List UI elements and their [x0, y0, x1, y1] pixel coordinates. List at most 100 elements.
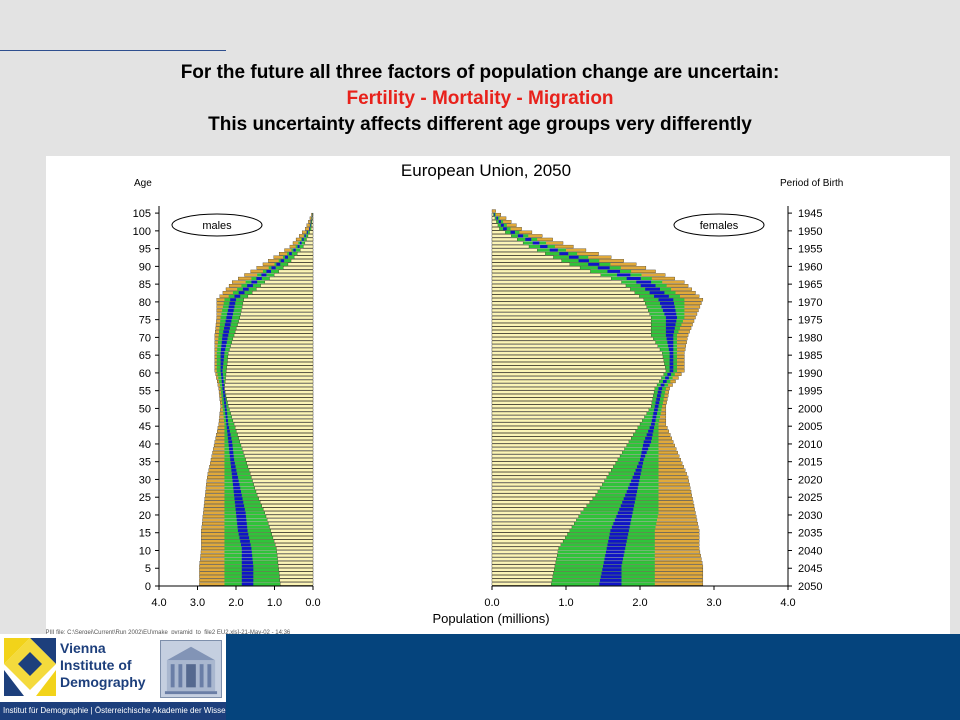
female-bar-core: [491, 415, 645, 419]
male-bar-core: [300, 248, 314, 252]
male-bar-median: [241, 561, 253, 565]
female-bar-core: [491, 308, 649, 313]
male-bar-core: [242, 447, 314, 451]
male-bar-median: [220, 369, 223, 373]
male-bar-median: [251, 280, 258, 284]
logo-mark-icon: [4, 638, 56, 696]
male-bar-core: [290, 259, 314, 263]
male-bar-inner: [309, 223, 312, 227]
male-bar-median: [225, 411, 228, 415]
female-bar-median: [651, 419, 656, 423]
female-bar-core: [491, 571, 554, 575]
female-bar-core: [491, 248, 538, 252]
female-bar-median: [605, 550, 625, 554]
female-bar-median: [626, 277, 641, 280]
female-bar-core: [491, 287, 631, 291]
male-x-tick-label: 3.0: [190, 597, 205, 609]
slide-title: For the future all three factors of popu…: [0, 60, 960, 138]
male-bar-median: [224, 326, 230, 330]
female-bar-median: [662, 308, 676, 312]
female-bar-median: [616, 514, 632, 518]
female-bar-inner: [644, 415, 660, 419]
female-bar-median: [503, 227, 507, 231]
footer-bar: Vienna Institute of Demography Institut …: [0, 634, 960, 720]
female-bar-core: [491, 379, 660, 384]
female-bar-median: [608, 536, 628, 540]
male-bar-core: [225, 372, 314, 376]
female-bar-core: [491, 386, 655, 391]
male-bar-median: [239, 536, 250, 540]
male-bar-core: [272, 536, 314, 540]
female-bar-inner: [653, 337, 677, 341]
female-bar-median: [603, 564, 622, 568]
male-bar-core: [242, 301, 314, 305]
female-bar-median: [642, 443, 650, 447]
male-bar-core: [239, 440, 314, 444]
female-bar-core: [491, 557, 557, 561]
male-x-tick-label: 1.0: [267, 597, 282, 609]
male-bar-inner: [224, 443, 242, 447]
male-bar-median: [227, 312, 233, 316]
age-tick-label: 60: [139, 368, 151, 380]
male-bar-core: [247, 465, 314, 469]
male-bar-median: [227, 436, 232, 440]
female-bar-median: [640, 284, 656, 288]
male-bar-median: [228, 443, 233, 447]
logo-text: Vienna Institute of Demography: [60, 640, 160, 691]
birth-tick-label: 1990: [798, 368, 822, 380]
chart-panel: European Union, 2050 Age Period of Birth 10…: [10, 156, 950, 636]
male-bar-median: [304, 234, 306, 238]
female-bar-median: [638, 461, 643, 465]
male-bar-median: [241, 554, 253, 557]
male-bar-core: [277, 553, 314, 558]
female-bar-inner: [659, 348, 677, 352]
age-tick-label: 30: [139, 474, 151, 486]
male-bar-core: [273, 539, 314, 543]
male-bar-core: [306, 237, 314, 242]
female-bar-median: [613, 522, 631, 526]
female-bar-core: [491, 323, 652, 327]
male-bar-core: [226, 397, 314, 401]
male-bar-median: [237, 529, 248, 533]
male-bar-median: [233, 486, 241, 490]
female-bar-inner: [626, 443, 659, 447]
female-bar-median: [658, 298, 674, 302]
male-bar-median: [220, 362, 224, 366]
male-bar-core: [243, 450, 314, 455]
males-label: males: [202, 220, 232, 232]
age-tick-label: 85: [139, 279, 151, 291]
female-bar-core: [491, 568, 555, 572]
female-bar-core: [491, 461, 616, 465]
male-bar-median: [231, 468, 237, 472]
male-bar-core: [232, 418, 314, 423]
female-bar-core: [491, 472, 610, 476]
male-bar-core: [269, 276, 314, 281]
male-bar-core: [236, 429, 314, 433]
male-bar-median: [222, 337, 228, 341]
female-bar-median: [540, 245, 548, 249]
female-bar-median: [669, 369, 674, 373]
male-bar-core: [225, 376, 314, 380]
male-bar-core: [226, 365, 314, 369]
male-bar-median: [224, 401, 226, 405]
male-bar-median: [237, 522, 247, 526]
male-bar-core: [247, 294, 314, 298]
female-bar-median: [632, 475, 640, 479]
header-rule: [0, 50, 226, 51]
male-bar-inner: [224, 433, 238, 437]
male-bar-core: [254, 486, 314, 490]
male-bar-inner: [282, 255, 295, 259]
birth-tick-label: 2050: [798, 581, 822, 593]
title-line-2: Fertility - Mortality - Migration: [346, 88, 614, 109]
female-bar-median: [640, 454, 646, 458]
female-bar-core: [491, 266, 581, 270]
chart-footnote: Sergei\DELL PIII file: C:\Sergei\Current…: [46, 630, 291, 634]
female-bar-median: [665, 319, 677, 323]
vid-logo: Vienna Institute of Demography Institut …: [0, 634, 226, 720]
female-bar-core: [491, 252, 546, 256]
logo-line-1: Vienna: [60, 640, 106, 656]
male-bar-median: [222, 390, 225, 394]
female-bar-median: [568, 255, 579, 259]
male-bar-median: [223, 397, 226, 401]
birth-tick-label: 2040: [798, 545, 822, 557]
